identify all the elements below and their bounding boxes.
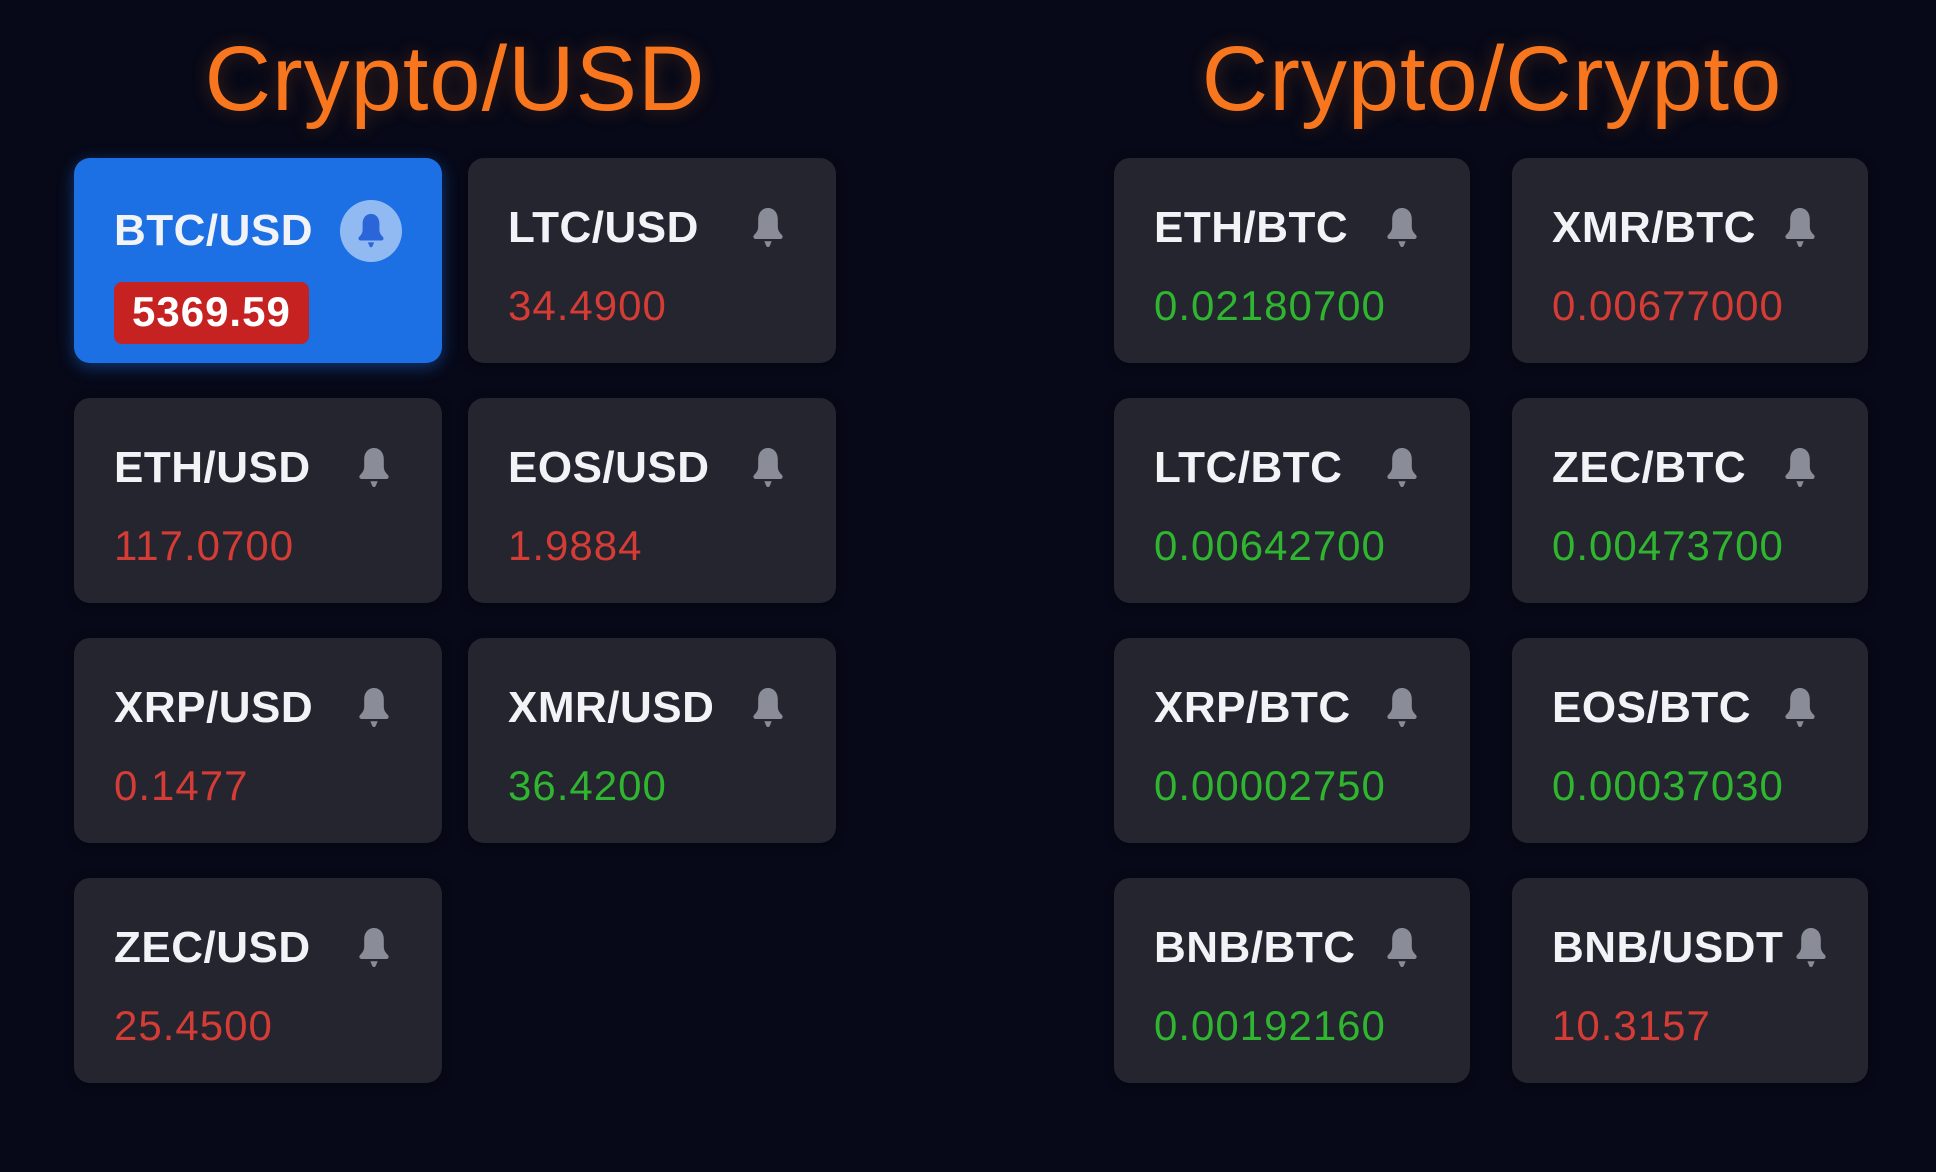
pair-label: LTC/USD bbox=[508, 203, 699, 252]
pair-label: XMR/USD bbox=[508, 683, 715, 732]
pair-price: 0.1477 bbox=[114, 762, 249, 809]
pair-label: LTC/BTC bbox=[1154, 443, 1343, 492]
pair-label: XRP/BTC bbox=[1154, 683, 1351, 732]
pair-card[interactable]: XMR/USD 36.4200 bbox=[468, 638, 836, 843]
pair-label: XMR/BTC bbox=[1552, 203, 1756, 252]
pair-label: EOS/USD bbox=[508, 443, 710, 492]
pair-card-header: ZEC/USD bbox=[114, 920, 402, 976]
bell-icon[interactable] bbox=[340, 200, 402, 262]
pair-label: BTC/USD bbox=[114, 206, 314, 255]
section-title-crypto-usd: Crypto/USD bbox=[204, 27, 706, 130]
pair-label: ETH/USD bbox=[114, 443, 311, 492]
pair-price: 117.0700 bbox=[114, 522, 295, 569]
pair-label: XRP/USD bbox=[114, 683, 314, 732]
pair-label: ZEC/BTC bbox=[1552, 443, 1747, 492]
pair-card[interactable]: LTC/BTC 0.00642700 bbox=[1114, 398, 1470, 603]
pair-card[interactable]: ZEC/BTC 0.00473700 bbox=[1512, 398, 1868, 603]
pair-card-header: BNB/USDT bbox=[1552, 920, 1828, 976]
pair-price: 36.4200 bbox=[508, 762, 667, 809]
pair-card[interactable]: XRP/BTC 0.00002750 bbox=[1114, 638, 1470, 843]
bell-icon[interactable] bbox=[346, 920, 402, 976]
pair-card-header: LTC/BTC bbox=[1154, 440, 1430, 496]
pair-label: ETH/BTC bbox=[1154, 203, 1349, 252]
pair-card[interactable]: EOS/USD 1.9884 bbox=[468, 398, 836, 603]
crypto-usd-card-grid: BTC/USD 5369.59 LTC/USD 34.4900 ETH/USD bbox=[74, 158, 836, 1083]
pair-card[interactable]: XRP/USD 0.1477 bbox=[74, 638, 442, 843]
bell-icon[interactable] bbox=[1772, 680, 1828, 736]
bell-icon[interactable] bbox=[1783, 920, 1839, 976]
pair-card[interactable]: BTC/USD 5369.59 bbox=[74, 158, 442, 363]
section-title-crypto-crypto: Crypto/Crypto bbox=[1201, 27, 1783, 130]
pair-card[interactable]: BNB/BTC 0.00192160 bbox=[1114, 878, 1470, 1083]
section-crypto-usd: Crypto/USD BTC/USD 5369.59 LTC/USD 34.49… bbox=[74, 0, 836, 1083]
pair-label: EOS/BTC bbox=[1552, 683, 1752, 732]
pair-card[interactable]: ZEC/USD 25.4500 bbox=[74, 878, 442, 1083]
pair-card[interactable]: ETH/BTC 0.02180700 bbox=[1114, 158, 1470, 363]
pair-card[interactable]: BNB/USDT 10.3157 bbox=[1512, 878, 1868, 1083]
bell-icon[interactable] bbox=[1772, 200, 1828, 256]
pair-card-header: EOS/USD bbox=[508, 440, 796, 496]
pair-card-header: LTC/USD bbox=[508, 200, 796, 256]
pair-card-header: EOS/BTC bbox=[1552, 680, 1828, 736]
pair-card-header: BNB/BTC bbox=[1154, 920, 1430, 976]
pair-price: 0.02180700 bbox=[1154, 282, 1386, 329]
pair-price: 0.00677000 bbox=[1552, 282, 1784, 329]
pair-card-header: ZEC/BTC bbox=[1552, 440, 1828, 496]
crypto-crypto-card-grid: ETH/BTC 0.02180700 XMR/BTC 0.00677000 LT… bbox=[1114, 158, 1870, 1083]
pair-card-header: ETH/USD bbox=[114, 440, 402, 496]
pair-price: 0.00002750 bbox=[1154, 762, 1386, 809]
pair-card[interactable]: LTC/USD 34.4900 bbox=[468, 158, 836, 363]
pair-card-header: BTC/USD bbox=[114, 200, 402, 262]
pair-card-header: XMR/BTC bbox=[1552, 200, 1828, 256]
pair-price: 0.00473700 bbox=[1552, 522, 1784, 569]
bell-icon[interactable] bbox=[740, 440, 796, 496]
pair-card-header: XRP/BTC bbox=[1154, 680, 1430, 736]
pair-card-header: ETH/BTC bbox=[1154, 200, 1430, 256]
pair-price: 34.4900 bbox=[508, 282, 667, 329]
bell-icon[interactable] bbox=[1374, 680, 1430, 736]
pair-price: 1.9884 bbox=[508, 522, 643, 569]
bell-icon[interactable] bbox=[346, 680, 402, 736]
bell-icon[interactable] bbox=[1374, 920, 1430, 976]
pair-price: 10.3157 bbox=[1552, 1002, 1711, 1049]
pair-label: ZEC/USD bbox=[114, 923, 311, 972]
bell-icon[interactable] bbox=[740, 680, 796, 736]
pair-card[interactable]: ETH/USD 117.0700 bbox=[74, 398, 442, 603]
pair-price: 0.00037030 bbox=[1552, 762, 1784, 809]
pair-label: BNB/USDT bbox=[1552, 923, 1784, 972]
bell-icon[interactable] bbox=[1374, 200, 1430, 256]
pair-card-header: XMR/USD bbox=[508, 680, 796, 736]
pair-card[interactable]: EOS/BTC 0.00037030 bbox=[1512, 638, 1868, 843]
bell-icon[interactable] bbox=[346, 440, 402, 496]
pair-price: 0.00192160 bbox=[1154, 1002, 1386, 1049]
bell-icon[interactable] bbox=[1772, 440, 1828, 496]
pair-price: 0.00642700 bbox=[1154, 522, 1386, 569]
section-crypto-crypto: Crypto/Crypto ETH/BTC 0.02180700 XMR/BTC… bbox=[1114, 0, 1870, 1083]
pair-label: BNB/BTC bbox=[1154, 923, 1356, 972]
pair-card[interactable]: XMR/BTC 0.00677000 bbox=[1512, 158, 1868, 363]
bell-icon[interactable] bbox=[740, 200, 796, 256]
pair-price: 25.4500 bbox=[114, 1002, 273, 1049]
bell-icon[interactable] bbox=[1374, 440, 1430, 496]
pair-price: 5369.59 bbox=[114, 282, 309, 344]
pair-card-header: XRP/USD bbox=[114, 680, 402, 736]
